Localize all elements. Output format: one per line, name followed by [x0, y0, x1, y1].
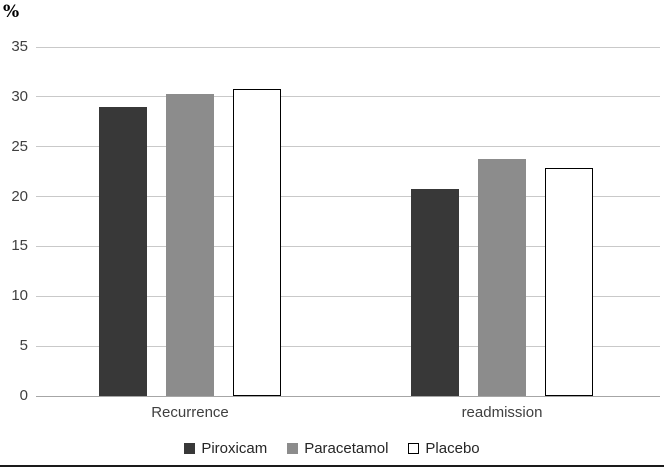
- bar-paracetamol-recurrence: [166, 94, 214, 396]
- legend-item-piroxicam: Piroxicam: [184, 440, 267, 457]
- legend-item-paracetamol: Paracetamol: [287, 440, 388, 457]
- y-tick-35: 35: [11, 38, 28, 55]
- gridline-y-5: [36, 345, 660, 347]
- y-tick-20: 20: [11, 187, 28, 205]
- legend-swatch-paracetamol: [287, 443, 299, 454]
- gridline-y-10: [36, 295, 660, 297]
- y-tick-25: 25: [11, 137, 28, 155]
- legend: Piroxicam Paracetamol Placebo: [0, 440, 664, 457]
- y-tick-10: 10: [11, 287, 28, 305]
- bar-placebo-recurrence: [233, 89, 281, 396]
- bar-piroxicam-readmission: [411, 189, 459, 396]
- legend-item-placebo: Placebo: [408, 440, 480, 457]
- y-tick-0: 0: [19, 387, 28, 404]
- y-tick-5: 5: [19, 337, 28, 355]
- bar-paracetamol-readmission: [478, 159, 526, 396]
- gridline-y-15: [36, 245, 660, 247]
- gridline-y-25: [36, 146, 660, 148]
- y-tick-30: 30: [11, 87, 28, 105]
- gridline-y-30: [36, 96, 660, 98]
- legend-label-piroxicam: Piroxicam: [201, 440, 268, 457]
- legend-swatch-placebo: [408, 443, 420, 454]
- gridline-y-0: [36, 395, 660, 397]
- bar-placebo-readmission: [545, 168, 593, 396]
- y-axis-label: %: [3, 2, 20, 22]
- legend-swatch-piroxicam: [184, 443, 196, 454]
- category-label-readmission: readmission: [461, 404, 543, 421]
- plot-area: [36, 46, 660, 397]
- y-tick-15: 15: [11, 237, 28, 255]
- gridline-y-35: [36, 46, 660, 48]
- category-label-recurrence: Recurrence: [151, 404, 229, 421]
- legend-label-placebo: Placebo: [425, 440, 480, 457]
- legend-label-paracetamol: Paracetamol: [304, 440, 389, 457]
- gridline-y-20: [36, 196, 660, 198]
- bar-piroxicam-recurrence: [99, 107, 147, 396]
